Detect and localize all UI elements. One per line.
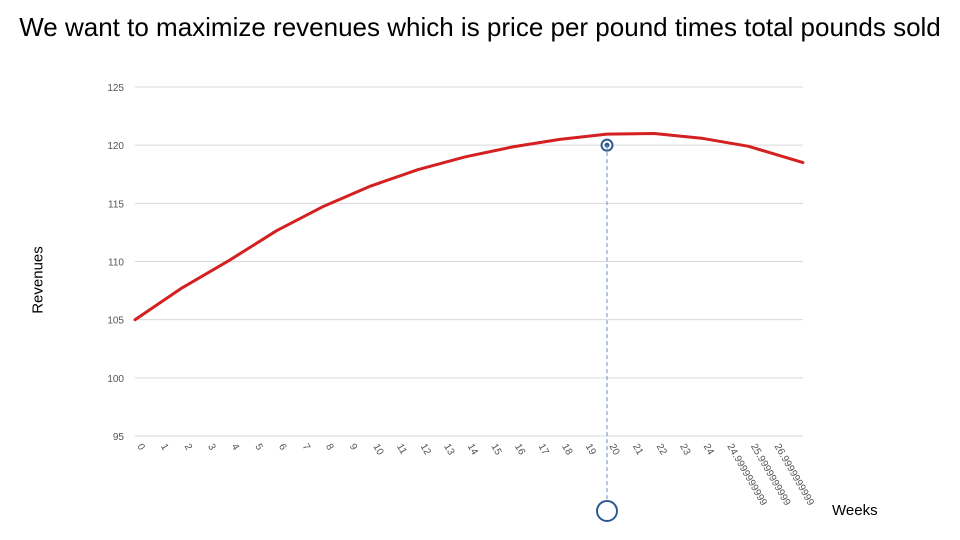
x-tick-label: 19: [583, 442, 598, 458]
x-tick-label: 8: [323, 442, 336, 453]
chart-title: We want to maximize revenues which is pr…: [19, 12, 941, 42]
y-tick-label: 120: [107, 141, 124, 152]
x-tick-label: 15: [488, 442, 503, 458]
x-tick-labels: 0 1 2 3 4 5 6 7 8 9 10 11 12 13 14 15 16 17 18 19 20 21 22 23 24…: [134, 442, 816, 508]
week-marker-circle: [596, 500, 618, 522]
gridlines: [135, 86, 803, 437]
x-tick-label: 23: [677, 442, 692, 458]
x-tick-label: 21: [630, 442, 645, 458]
y-tick-label: 110: [108, 258, 124, 269]
y-tick-labels: 125 120 115 110 105 100 95: [107, 83, 124, 443]
x-tick-label: 18: [559, 442, 574, 458]
x-tick-label: 14: [465, 442, 480, 458]
annotation-layer: [596, 138, 618, 522]
x-tick-label: 20: [606, 442, 621, 458]
x-tick-label: 17: [536, 442, 551, 458]
x-tick-label: 1: [158, 442, 171, 453]
y-tick-label: 115: [108, 199, 124, 210]
x-tick-label: 24: [701, 442, 716, 458]
x-tick-label: 0: [134, 442, 147, 453]
y-tick-label: 100: [107, 374, 124, 385]
revenue-curve: [133, 132, 805, 322]
x-tick-label: 13: [441, 442, 456, 458]
x-tick-label: 5: [252, 442, 265, 453]
x-tick-label: 22: [654, 442, 669, 458]
x-tick-label: 4: [229, 442, 242, 453]
x-tick-label: 16: [512, 442, 527, 458]
x-tick-label: 2: [182, 442, 195, 453]
y-tick-label: 125: [107, 83, 124, 94]
x-tick-label: 9: [347, 442, 360, 453]
x-tick-label: 11: [394, 442, 409, 457]
x-axis-label: Weeks: [832, 502, 878, 519]
x-tick-label: 3: [205, 442, 218, 453]
x-tick-label: 12: [418, 442, 433, 458]
x-tick-label: 10: [370, 442, 385, 458]
x-tick-label: 6: [276, 442, 289, 453]
x-tick-label: 7: [300, 442, 313, 453]
series-layer: [133, 132, 805, 322]
y-tick-label: 105: [107, 316, 124, 327]
y-tick-label: 95: [113, 432, 125, 443]
